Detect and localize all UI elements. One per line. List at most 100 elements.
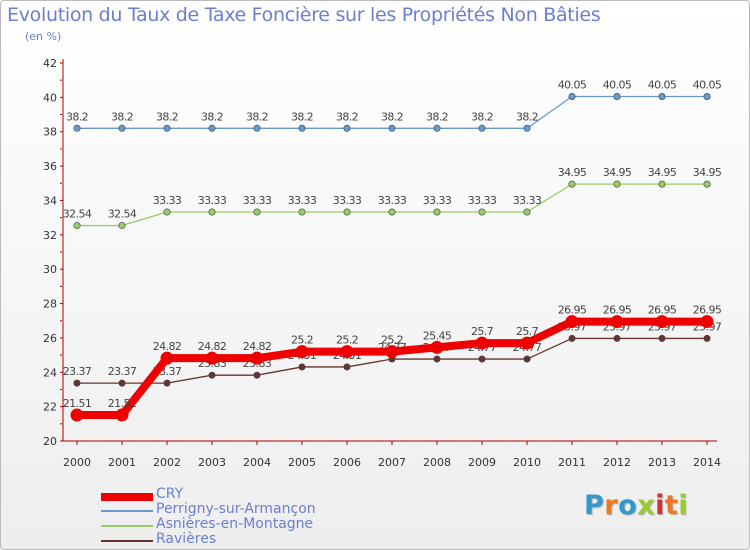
data-label: 33.33 <box>468 194 497 207</box>
x-tick-label: 2006 <box>333 456 361 469</box>
data-point <box>160 351 174 365</box>
data-point <box>253 371 261 379</box>
data-label: 40.05 <box>603 79 632 92</box>
legend-label-cry: CRY <box>156 486 184 502</box>
logo-letter: P <box>584 490 605 521</box>
x-tick-label: 2004 <box>243 456 271 469</box>
data-point <box>298 363 306 371</box>
data-point <box>115 408 129 422</box>
series-layer: 38.2 38.2 38.2 38.2 38.2 38.2 38.2 38.2 38.2 38.2… <box>63 79 722 422</box>
data-point <box>70 408 84 422</box>
data-label: 26.95 <box>648 304 677 317</box>
y-tick-label: 28 <box>43 298 57 311</box>
data-label: 33.33 <box>333 194 362 207</box>
data-label: 21.51 <box>108 397 137 410</box>
data-point <box>613 93 621 101</box>
logo-letter: i <box>678 490 689 521</box>
data-point <box>565 315 579 329</box>
data-point <box>700 315 714 329</box>
data-point <box>205 351 219 365</box>
y-tick-label: 34 <box>43 194 57 207</box>
data-label: 25.7 <box>471 325 494 338</box>
data-label: 33.33 <box>153 194 182 207</box>
data-point <box>433 124 441 132</box>
logo-letter: i <box>655 490 665 521</box>
data-point <box>73 124 81 132</box>
x-tick-label: 2012 <box>603 456 631 469</box>
x-tick-label: 2011 <box>558 456 586 469</box>
y-tick-label: 26 <box>43 332 57 345</box>
data-point <box>430 340 444 354</box>
logo-letter: t <box>664 490 679 521</box>
data-point <box>613 334 621 342</box>
data-point <box>433 355 441 363</box>
logo-letter: x <box>637 490 656 521</box>
series-cry: 21.51 21.51 24.82 24.82 24.82 25.2 25.2 25.2 25.… <box>63 304 722 422</box>
chart-title: Evolution du Taux de Taxe Foncière sur l… <box>7 4 601 26</box>
data-point <box>610 315 624 329</box>
data-label: 25.7 <box>516 325 539 338</box>
y-axis-unit: (en %) <box>25 30 62 43</box>
data-label: 34.95 <box>603 166 632 179</box>
data-label: 25.2 <box>336 334 358 347</box>
data-label: 23.37 <box>63 365 92 378</box>
data-point <box>163 124 171 132</box>
y-tick-label: 36 <box>43 160 57 173</box>
data-point <box>703 180 711 188</box>
y-tick-label: 20 <box>43 435 57 448</box>
data-point <box>73 222 81 230</box>
data-point <box>658 93 666 101</box>
data-label: 32.54 <box>108 208 137 221</box>
data-point <box>568 93 576 101</box>
data-label: 38.2 <box>66 110 88 123</box>
y-tick-label: 30 <box>43 263 57 276</box>
data-point <box>298 124 306 132</box>
legend-swatch-ravieres <box>101 540 153 542</box>
data-label: 38.2 <box>471 110 493 123</box>
data-point <box>523 355 531 363</box>
data-point <box>163 208 171 216</box>
data-label: 33.33 <box>378 194 407 207</box>
legend-swatch-asnieres <box>101 525 153 527</box>
data-label: 34.95 <box>558 166 587 179</box>
data-label: 38.2 <box>336 110 358 123</box>
x-tick-label: 2000 <box>63 456 91 469</box>
data-point <box>253 208 261 216</box>
legend-label-ravieres: Ravières <box>156 531 217 547</box>
data-point <box>568 180 576 188</box>
data-label: 38.2 <box>426 110 448 123</box>
x-tick-label: 2008 <box>423 456 451 469</box>
data-point <box>343 124 351 132</box>
y-tick-label: 24 <box>43 366 57 379</box>
x-tick-label: 2003 <box>198 456 226 469</box>
legend-label-asnieres: Asnières-en-Montagne <box>156 516 314 532</box>
data-point <box>208 371 216 379</box>
series-asni-res-en-montagne: 32.54 32.54 33.33 33.33 33.33 33.33 33.33 33.33… <box>63 166 722 230</box>
axes: 20 22 24 26 28 30 32 34 36 38 40 42 2000 2001 2002 2003… <box>43 57 721 469</box>
data-point <box>475 336 489 350</box>
data-label: 23.37 <box>108 365 137 378</box>
data-point <box>658 334 666 342</box>
data-label: 40.05 <box>648 79 677 92</box>
data-label: 33.33 <box>288 194 317 207</box>
data-point <box>73 379 81 387</box>
data-label: 21.51 <box>63 397 92 410</box>
data-point <box>388 124 396 132</box>
y-tick-label: 38 <box>43 126 57 139</box>
data-point <box>295 345 309 359</box>
data-label: 33.33 <box>423 194 452 207</box>
data-label: 38.2 <box>246 110 268 123</box>
legend-label-perrigny: Perrigny-sur-Armançon <box>156 501 316 517</box>
data-label: 26.95 <box>693 304 722 317</box>
data-point <box>658 180 666 188</box>
data-point <box>520 336 534 350</box>
data-point <box>253 124 261 132</box>
data-label: 32.54 <box>63 208 92 221</box>
data-point <box>655 315 669 329</box>
data-label: 24.82 <box>243 340 272 353</box>
data-point <box>340 345 354 359</box>
data-point <box>385 345 399 359</box>
data-point <box>163 379 171 387</box>
data-label: 26.95 <box>558 304 587 317</box>
